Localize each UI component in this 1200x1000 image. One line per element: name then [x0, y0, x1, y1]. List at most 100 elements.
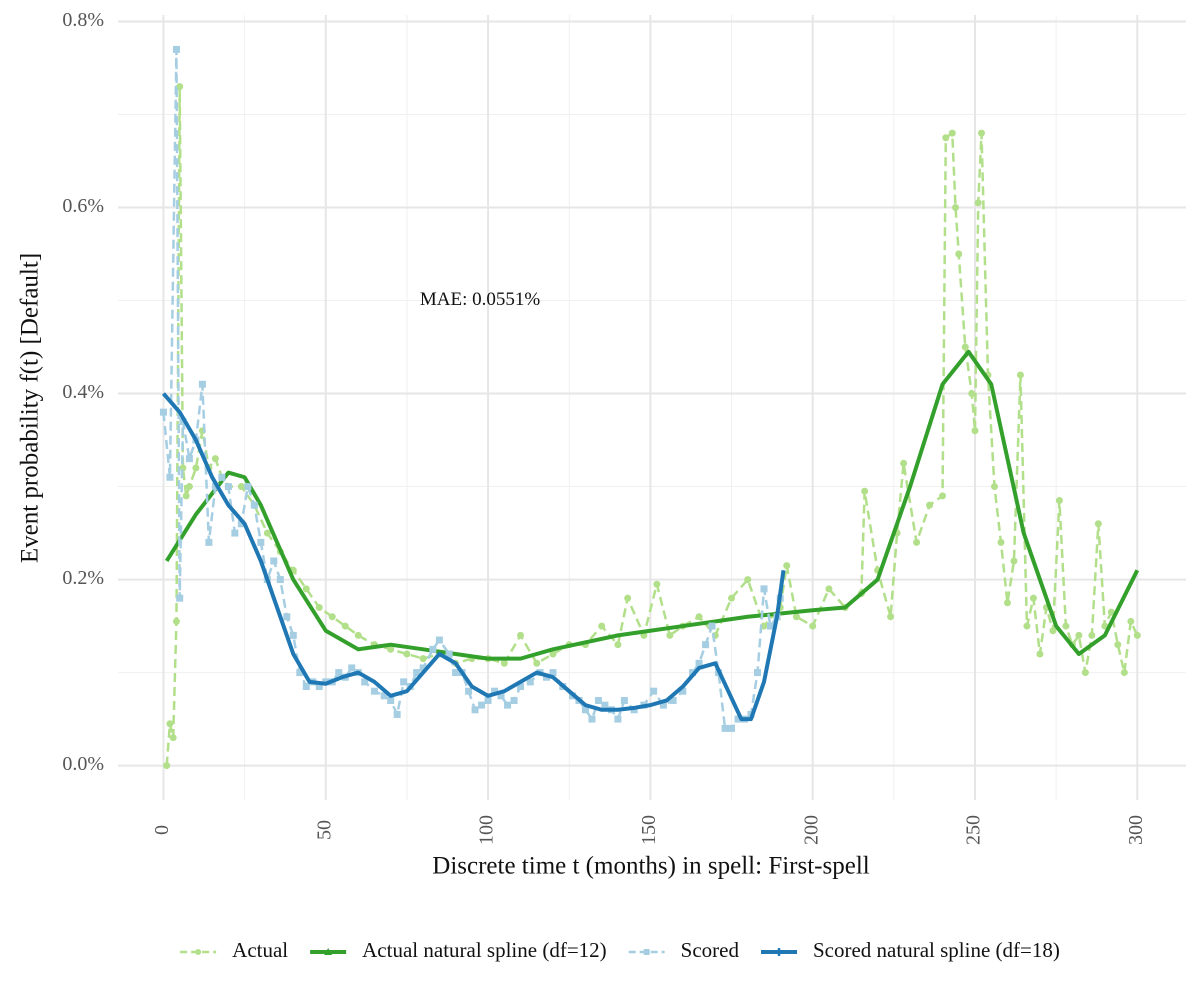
point [276, 576, 284, 584]
point [581, 706, 589, 714]
point [296, 669, 304, 677]
point [942, 134, 950, 142]
point [302, 683, 310, 691]
point [695, 659, 703, 667]
point [403, 650, 411, 658]
point [283, 613, 291, 621]
point [315, 603, 323, 611]
point [224, 483, 232, 491]
point [1062, 622, 1070, 630]
point [968, 390, 976, 398]
point [172, 617, 180, 625]
point [533, 659, 541, 667]
point [218, 473, 226, 481]
point [1094, 520, 1102, 528]
legend-marker [774, 948, 783, 956]
point [198, 380, 206, 388]
point [166, 473, 174, 481]
point [728, 724, 736, 732]
point [1049, 627, 1057, 635]
point [549, 669, 557, 677]
point [211, 455, 219, 463]
point [1010, 557, 1018, 565]
point [588, 715, 596, 723]
point [435, 636, 443, 644]
point [614, 641, 622, 649]
point [182, 492, 190, 500]
point [465, 687, 473, 695]
y-tick-label: 0.0% [62, 753, 104, 775]
point [861, 487, 869, 495]
x-tick-label: 300 [1125, 815, 1147, 845]
point [598, 622, 606, 630]
point [734, 715, 742, 723]
point [270, 557, 278, 565]
annotation: MAE: 0.0551% [420, 289, 541, 310]
point [939, 492, 947, 500]
point [328, 613, 336, 621]
series-line [165, 85, 1139, 766]
point [370, 687, 378, 695]
point [185, 455, 193, 463]
x-tick-label: 200 [800, 815, 822, 845]
point [887, 613, 895, 621]
point [601, 701, 609, 709]
point [526, 678, 534, 686]
legend-item: Actual natural spline (df=12) [310, 938, 607, 962]
point [1003, 599, 1011, 607]
y-tick-label: 0.2% [62, 567, 104, 589]
point [445, 650, 453, 658]
point [702, 641, 710, 649]
point [653, 580, 661, 588]
point [169, 734, 177, 742]
legend-marker [195, 949, 202, 955]
legend-item: Actual [180, 938, 288, 962]
series-line [161, 392, 786, 722]
point [1081, 669, 1089, 677]
point [754, 669, 762, 677]
point [315, 683, 323, 691]
point [400, 678, 408, 686]
point [244, 483, 252, 491]
point [413, 669, 421, 677]
point [500, 659, 508, 667]
point [1023, 622, 1031, 630]
point [1016, 371, 1024, 379]
point [257, 538, 265, 546]
point [471, 706, 479, 714]
point [659, 701, 667, 709]
point [977, 129, 985, 137]
x-tick-label: 150 [638, 815, 660, 845]
point [926, 501, 934, 509]
point [721, 724, 729, 732]
point [679, 687, 687, 695]
legend-label: Actual [232, 938, 288, 962]
point [1029, 594, 1037, 602]
legend-item: Scored [628, 938, 740, 962]
point [185, 483, 193, 491]
point [159, 408, 167, 416]
y-tick-label: 0.4% [62, 381, 104, 403]
series-line [164, 349, 1140, 661]
point [335, 669, 343, 677]
point [361, 678, 369, 686]
point [666, 631, 674, 639]
point [708, 622, 716, 630]
legend-label: Actual natural spline (df=12) [362, 938, 607, 962]
legend-item: Scored natural spline (df=18) [760, 938, 1060, 962]
point [1120, 669, 1128, 677]
point [429, 645, 437, 653]
point [961, 343, 969, 351]
point [620, 696, 628, 704]
point [176, 594, 184, 602]
point [231, 529, 239, 537]
point [1075, 631, 1083, 639]
point [166, 720, 174, 728]
point [517, 631, 525, 639]
point [669, 696, 677, 704]
point [955, 250, 963, 258]
legend-label: Scored [681, 938, 740, 962]
point [1036, 650, 1044, 658]
y-axis-title: Event probability f(t) [Default] [17, 253, 44, 563]
point [974, 199, 982, 207]
